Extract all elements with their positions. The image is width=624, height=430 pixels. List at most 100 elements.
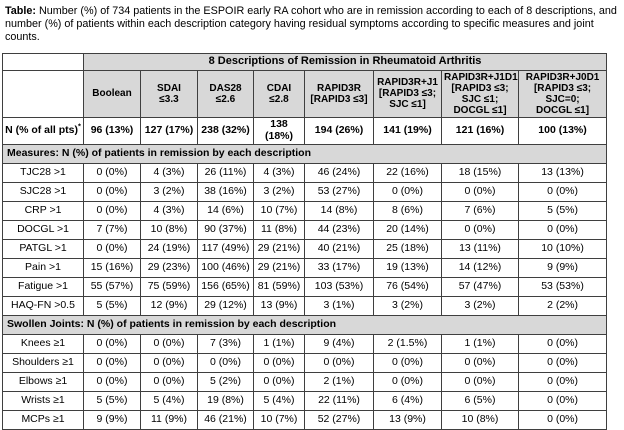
- table-row: DOCGL >1 7 (7%) 10 (8%) 90 (37%) 11 (8%) 44 (…: [2, 219, 608, 240]
- cell-value: 0 (0%): [83, 352, 141, 373]
- cell-value: 238 (32%): [197, 117, 254, 145]
- cell-value: 9 (9%): [83, 409, 141, 430]
- cell-value: 9 (9%): [517, 257, 608, 278]
- cell-value: 0 (0%): [253, 371, 305, 392]
- cell-value: 22 (11%): [304, 390, 374, 411]
- cell-value: 1 (1%): [441, 333, 519, 354]
- table-row: TJC28 >1 0 (0%) 4 (3%) 26 (11%) 4 (3%) 46 (24…: [2, 162, 608, 183]
- corner-spacer: [2, 52, 84, 71]
- cell-value: 7 (3%): [197, 333, 254, 354]
- cell-value: 81 (59%): [253, 276, 305, 297]
- cell-value: 4 (3%): [140, 200, 198, 221]
- cell-value: 10 (10%): [517, 238, 608, 259]
- cell-value: 0 (0%): [197, 352, 254, 373]
- cell-value: 103 (53%): [304, 276, 374, 297]
- cell-value: 13 (11%): [441, 238, 519, 259]
- cell-value: 5 (5%): [83, 390, 141, 411]
- cell-value: 38 (16%): [197, 181, 254, 202]
- cell-value: 4 (3%): [253, 162, 305, 183]
- section-header: Swollen Joints: N (%) of patients in rem…: [1, 314, 608, 335]
- cell-value: 121 (16%): [441, 117, 519, 145]
- cell-value: 10 (7%): [253, 200, 305, 221]
- table-row: Pain >1 15 (16%) 29 (23%) 100 (46%) 29 (21%)…: [2, 257, 608, 278]
- cell-value: 25 (18%): [373, 238, 442, 259]
- cell-value: 13 (9%): [373, 409, 442, 430]
- cell-value: 100 (46%): [197, 257, 254, 278]
- cell-value: 2 (1.5%): [373, 333, 442, 354]
- cell-value: 0 (0%): [83, 181, 141, 202]
- cell-value: 44 (23%): [304, 219, 374, 240]
- row-label: Wrists ≥1: [2, 390, 84, 411]
- cell-value: 90 (37%): [197, 219, 254, 240]
- cell-value: 75 (59%): [140, 276, 198, 297]
- cell-value: 0 (0%): [517, 352, 608, 373]
- column-header: RAPID3R+J0D1 [RAPID3 ≤3; SJC=0; DOCGL ≤1…: [517, 69, 608, 119]
- cell-value: 3 (1%): [304, 295, 374, 316]
- cell-value: 13 (13%): [517, 162, 608, 183]
- column-header: CDAI ≤2.8: [253, 69, 305, 119]
- column-header: RAPID3R+J1D1 [RAPID3 ≤3; SJC ≤1; DOCGL ≤…: [441, 69, 519, 119]
- cell-value: 2 (1%): [304, 371, 374, 392]
- cell-value: 0 (0%): [83, 238, 141, 259]
- cell-value: 18 (15%): [441, 162, 519, 183]
- cell-value: 55 (57%): [83, 276, 141, 297]
- table-row: SJC28 >1 0 (0%) 3 (2%) 38 (16%) 3 (2%) 53 (27…: [2, 181, 608, 202]
- section-header-row: Swollen Joints: N (%) of patients in rem…: [1, 314, 608, 335]
- cell-value: 3 (2%): [140, 181, 198, 202]
- section-header-row: Measures: N (%) of patients in remission…: [1, 143, 608, 164]
- row-label: TJC28 >1: [2, 162, 84, 183]
- cell-value: 0 (0%): [140, 352, 198, 373]
- cell-value: 14 (12%): [441, 257, 519, 278]
- row-label: MCPs ≥1: [2, 409, 84, 430]
- cell-value: 11 (8%): [253, 219, 305, 240]
- cell-value: 10 (7%): [253, 409, 305, 430]
- cell-value: 19 (13%): [373, 257, 442, 278]
- cell-value: 0 (0%): [517, 409, 608, 430]
- cell-value: 20 (14%): [373, 219, 442, 240]
- cell-value: 5 (2%): [197, 371, 254, 392]
- column-header: RAPID3R+J1 [RAPID3 ≤3; SJC ≤1]: [373, 69, 442, 119]
- column-header: SDAI ≤3.3: [140, 69, 198, 119]
- cell-value: 0 (0%): [373, 371, 442, 392]
- cell-value: 22 (16%): [373, 162, 442, 183]
- cell-value: 2 (2%): [517, 295, 608, 316]
- cell-value: 40 (21%): [304, 238, 374, 259]
- row-label: HAQ-FN >0.5: [2, 295, 84, 316]
- cell-value: 13 (9%): [253, 295, 305, 316]
- cell-value: 117 (49%): [197, 238, 254, 259]
- cell-value: 0 (0%): [304, 352, 374, 373]
- cell-value: 19 (8%): [197, 390, 254, 411]
- row-label: PATGL >1: [2, 238, 84, 259]
- cell-value: 5 (4%): [253, 390, 305, 411]
- cell-value: 53 (53%): [517, 276, 608, 297]
- cell-value: 10 (8%): [441, 409, 519, 430]
- table-title-row: 8 Descriptions of Remission in Rheumatoi…: [2, 52, 608, 71]
- row-label: DOCGL >1: [2, 219, 84, 240]
- cell-value: 5 (5%): [517, 200, 608, 221]
- cell-value: 11 (9%): [140, 409, 198, 430]
- row-label: SJC28 >1: [2, 181, 84, 202]
- cell-value: 6 (4%): [373, 390, 442, 411]
- cell-value: 194 (26%): [304, 117, 374, 145]
- cell-value: 29 (12%): [197, 295, 254, 316]
- cell-value: 0 (0%): [373, 181, 442, 202]
- cell-value: 15 (16%): [83, 257, 141, 278]
- cell-value: 0 (0%): [83, 162, 141, 183]
- cell-value: 0 (0%): [140, 371, 198, 392]
- section-header: Measures: N (%) of patients in remission…: [1, 143, 608, 164]
- table-row: Elbows ≥1 0 (0%) 0 (0%) 5 (2%) 0 (0%) 2 (1%) 0…: [2, 371, 608, 392]
- table-caption: Table: Number (%) of 734 patients in the…: [5, 5, 619, 45]
- cell-value: 12 (9%): [140, 295, 198, 316]
- caption-text: Number (%) of 734 patients in the ESPOIR…: [5, 5, 617, 44]
- cell-value: 0 (0%): [517, 333, 608, 354]
- cell-value: 96 (13%): [83, 117, 141, 145]
- cell-value: 0 (0%): [83, 200, 141, 221]
- table-row: PATGL >1 0 (0%) 24 (19%) 117 (49%) 29 (21%) 4…: [2, 238, 608, 259]
- cell-value: 3 (2%): [373, 295, 442, 316]
- row-label: Fatigue >1: [2, 276, 84, 297]
- row-label: CRP >1: [2, 200, 84, 221]
- cell-value: 1 (1%): [253, 333, 305, 354]
- cell-value: 0 (0%): [517, 219, 608, 240]
- cell-value: 33 (17%): [304, 257, 374, 278]
- cell-value: 0 (0%): [441, 181, 519, 202]
